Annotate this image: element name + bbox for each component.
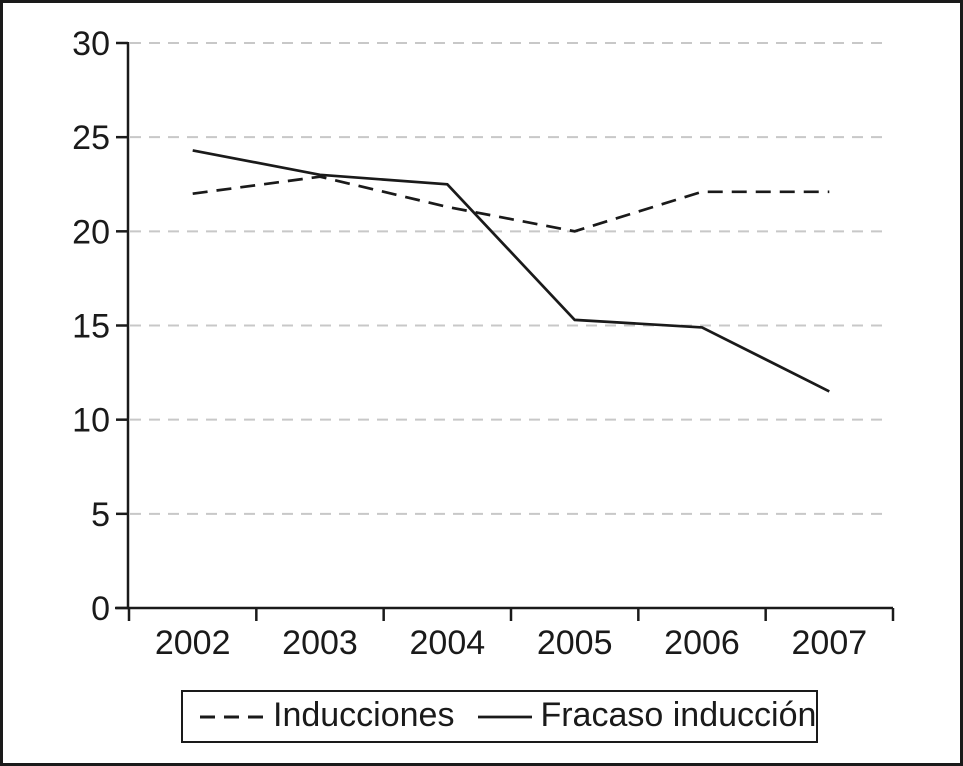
y-tick-label-20: 20 <box>72 213 110 251</box>
x-tick-label-2002: 2002 <box>155 624 231 662</box>
y-tick-label-5: 5 <box>91 496 110 534</box>
chart-svg: 0 5 10 15 20 25 30 2002 2003 2004 2005 2006 2007 <box>72 25 895 662</box>
y-tick-label-10: 10 <box>72 402 110 440</box>
x-tick-label-2004: 2004 <box>410 624 486 662</box>
y-tick-label-0: 0 <box>91 590 110 628</box>
legend: Inducciones Fracaso inducción <box>181 690 818 743</box>
series-line-fracaso-induccion <box>192 149 830 393</box>
x-tick-label-2003: 2003 <box>282 624 358 662</box>
y-tick-label-15: 15 <box>72 308 110 346</box>
legend-label-inducciones: Inducciones <box>273 696 455 734</box>
y-tick-label-25: 25 <box>72 119 110 157</box>
legend-dashed-line-sample <box>200 715 263 718</box>
legend-solid-line-sample <box>478 715 533 718</box>
x-tick-label-2007: 2007 <box>792 624 868 662</box>
x-tick-label-2006: 2006 <box>664 624 740 662</box>
y-tick-label-30: 30 <box>72 25 110 63</box>
legend-label-fracaso-induccion: Fracaso inducción <box>540 696 817 734</box>
x-tick-label-2005: 2005 <box>537 624 613 662</box>
series-line-inducciones <box>192 175 830 233</box>
